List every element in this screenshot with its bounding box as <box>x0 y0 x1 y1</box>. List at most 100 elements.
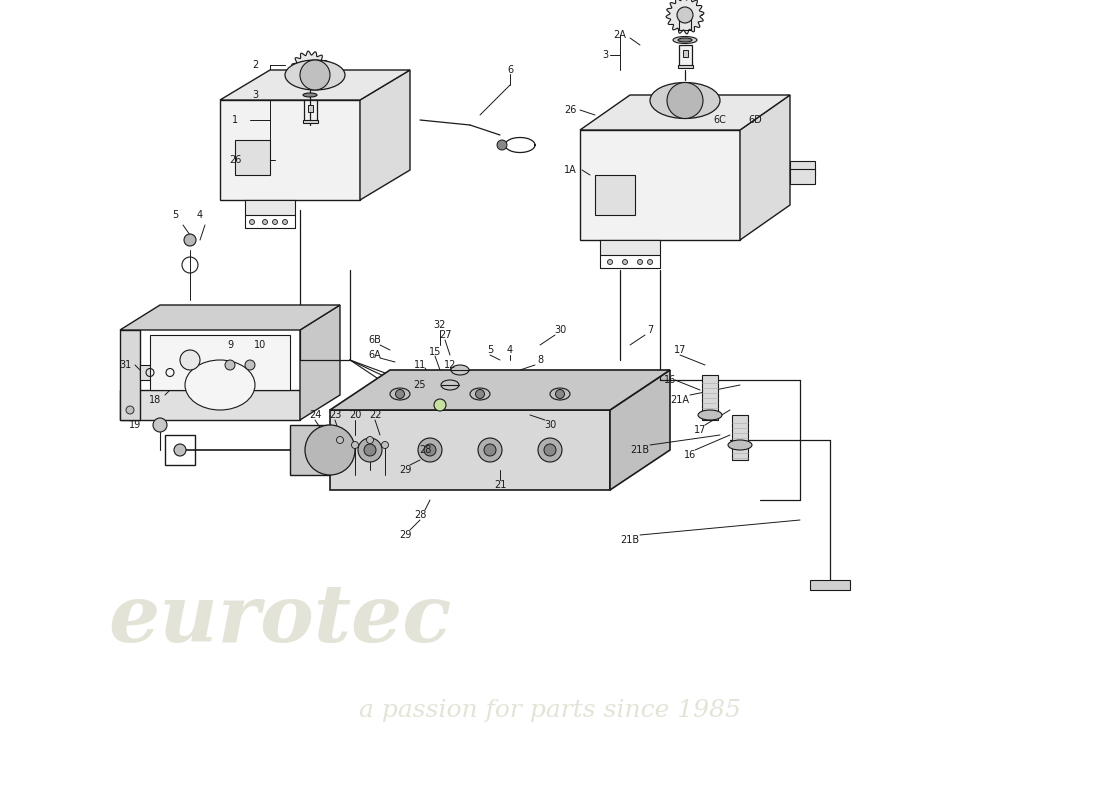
Text: 28: 28 <box>414 510 426 520</box>
Circle shape <box>396 390 405 398</box>
Text: 4: 4 <box>197 210 204 220</box>
Ellipse shape <box>285 60 345 90</box>
Circle shape <box>607 259 613 265</box>
Text: 22: 22 <box>368 410 382 420</box>
Text: 8: 8 <box>537 355 543 365</box>
Text: 17: 17 <box>694 425 706 435</box>
Text: 15: 15 <box>429 347 441 357</box>
Text: 17: 17 <box>674 345 686 355</box>
Bar <box>790 170 815 184</box>
Text: 9: 9 <box>227 340 233 350</box>
Ellipse shape <box>305 425 355 475</box>
Bar <box>308 105 312 112</box>
Bar <box>600 240 660 255</box>
Circle shape <box>366 437 374 443</box>
Circle shape <box>245 360 255 370</box>
Text: 2: 2 <box>252 60 258 70</box>
Text: 29: 29 <box>399 530 411 540</box>
Ellipse shape <box>451 365 469 375</box>
Text: eurotec: eurotec <box>109 582 452 658</box>
Circle shape <box>623 259 627 265</box>
Text: 1: 1 <box>232 115 238 125</box>
Ellipse shape <box>550 388 570 400</box>
Polygon shape <box>120 390 300 420</box>
Bar <box>245 200 295 215</box>
Text: 19: 19 <box>129 420 141 430</box>
Bar <box>732 415 748 460</box>
Polygon shape <box>360 70 410 200</box>
Ellipse shape <box>728 440 752 450</box>
Circle shape <box>263 219 267 225</box>
Polygon shape <box>740 95 790 240</box>
Text: 21B: 21B <box>620 535 639 545</box>
Circle shape <box>478 438 502 462</box>
Polygon shape <box>120 330 140 420</box>
Circle shape <box>300 60 330 90</box>
Bar <box>165 435 195 465</box>
Circle shape <box>418 438 442 462</box>
Polygon shape <box>150 335 290 390</box>
Polygon shape <box>610 370 670 490</box>
Circle shape <box>638 259 642 265</box>
Polygon shape <box>120 305 340 330</box>
Circle shape <box>250 219 254 225</box>
Text: 12: 12 <box>443 360 456 370</box>
Bar <box>304 100 317 122</box>
Circle shape <box>382 442 388 449</box>
Bar <box>682 50 688 57</box>
Text: 25: 25 <box>414 380 427 390</box>
Text: 29: 29 <box>399 465 411 475</box>
Text: 26: 26 <box>229 155 241 165</box>
Text: 3: 3 <box>252 90 258 100</box>
Text: 7: 7 <box>647 325 653 335</box>
Bar <box>790 162 815 176</box>
Circle shape <box>153 418 167 432</box>
Ellipse shape <box>650 82 721 118</box>
Circle shape <box>126 406 134 414</box>
Circle shape <box>283 219 287 225</box>
Text: 24: 24 <box>309 410 321 420</box>
Polygon shape <box>667 0 704 34</box>
Circle shape <box>648 259 652 265</box>
Text: 31: 31 <box>119 360 131 370</box>
Bar <box>702 375 718 420</box>
Bar <box>679 45 692 67</box>
Ellipse shape <box>678 38 692 42</box>
Text: 21: 21 <box>494 480 506 490</box>
Polygon shape <box>330 410 610 490</box>
Circle shape <box>273 219 277 225</box>
Circle shape <box>302 62 318 78</box>
Bar <box>678 65 693 68</box>
Text: 30: 30 <box>554 325 566 335</box>
Polygon shape <box>330 370 670 410</box>
Ellipse shape <box>390 388 410 400</box>
Text: 21B: 21B <box>630 445 650 455</box>
Text: 16: 16 <box>684 450 696 460</box>
Polygon shape <box>580 130 740 240</box>
Circle shape <box>352 442 359 449</box>
Polygon shape <box>300 305 340 420</box>
Text: 16: 16 <box>664 375 676 385</box>
Circle shape <box>180 350 200 370</box>
Ellipse shape <box>302 93 317 97</box>
Text: 2A: 2A <box>614 30 626 40</box>
Circle shape <box>434 399 446 411</box>
Text: 30: 30 <box>543 420 557 430</box>
Text: 21A: 21A <box>671 395 690 405</box>
Text: 28: 28 <box>419 445 431 455</box>
Bar <box>290 425 330 475</box>
Ellipse shape <box>470 388 490 400</box>
Text: 6D: 6D <box>748 115 762 125</box>
Circle shape <box>184 234 196 246</box>
Circle shape <box>358 438 382 462</box>
Bar <box>304 70 316 85</box>
Circle shape <box>667 82 703 118</box>
Circle shape <box>676 7 693 23</box>
Text: 23: 23 <box>329 410 341 420</box>
Bar <box>595 175 635 215</box>
Bar <box>679 15 691 30</box>
Text: 6: 6 <box>507 65 513 75</box>
Text: 6A: 6A <box>368 350 382 360</box>
Ellipse shape <box>673 37 697 43</box>
Text: 10: 10 <box>254 340 266 350</box>
